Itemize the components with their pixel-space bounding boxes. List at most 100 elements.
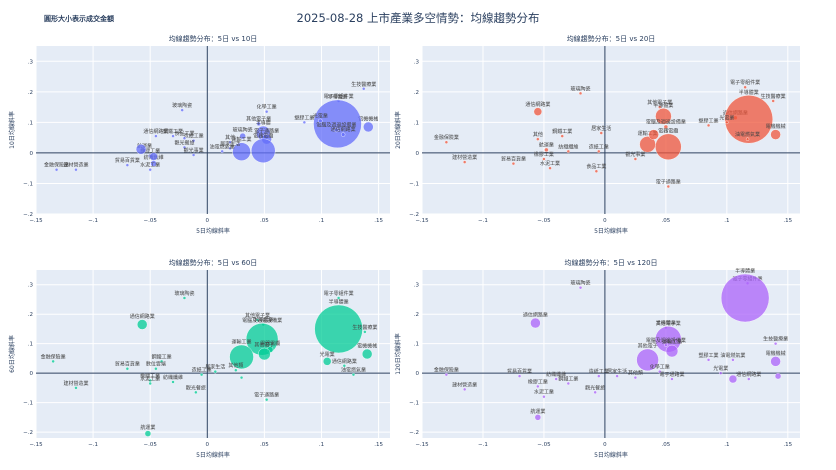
data-point[interactable] xyxy=(220,149,224,154)
data-point[interactable] xyxy=(74,386,78,390)
data-point[interactable] xyxy=(706,358,711,362)
data-point[interactable] xyxy=(125,163,130,167)
data-point[interactable] xyxy=(314,304,363,354)
data-point[interactable] xyxy=(665,344,679,358)
data-point[interactable] xyxy=(255,318,260,322)
data-point[interactable] xyxy=(340,132,346,137)
data-point[interactable] xyxy=(747,377,751,381)
data-point[interactable] xyxy=(724,95,773,144)
data-point[interactable] xyxy=(251,138,276,163)
data-point[interactable] xyxy=(719,371,723,375)
data-point[interactable] xyxy=(663,124,669,130)
data-point[interactable] xyxy=(318,118,323,124)
data-point[interactable] xyxy=(444,140,449,144)
data-point[interactable] xyxy=(655,108,672,125)
data-point[interactable] xyxy=(664,343,668,347)
data-point[interactable] xyxy=(51,359,55,364)
data-point[interactable] xyxy=(213,369,217,374)
data-point[interactable] xyxy=(658,369,662,374)
data-point[interactable] xyxy=(256,121,261,127)
data-point[interactable] xyxy=(159,359,164,364)
data-point[interactable] xyxy=(180,108,184,112)
data-point[interactable] xyxy=(593,390,597,395)
data-point[interactable] xyxy=(706,123,711,128)
data-point[interactable] xyxy=(773,341,778,346)
data-point[interactable] xyxy=(54,168,59,172)
data-point[interactable] xyxy=(655,133,682,161)
data-point[interactable] xyxy=(725,120,729,125)
data-point[interactable] xyxy=(191,153,196,157)
data-point[interactable] xyxy=(74,168,78,172)
data-point[interactable] xyxy=(599,131,603,135)
data-point[interactable] xyxy=(264,397,269,402)
data-point[interactable] xyxy=(229,344,254,370)
data-point[interactable] xyxy=(149,152,158,161)
data-point[interactable] xyxy=(258,347,271,361)
data-point[interactable] xyxy=(578,91,583,96)
data-point[interactable] xyxy=(597,149,601,154)
data-point[interactable] xyxy=(194,390,198,395)
data-point[interactable] xyxy=(745,137,750,141)
data-point[interactable] xyxy=(154,134,158,138)
data-point[interactable] xyxy=(239,375,244,380)
data-point[interactable] xyxy=(234,368,238,372)
data-point[interactable] xyxy=(544,147,549,153)
data-point[interactable] xyxy=(239,132,246,140)
data-point[interactable] xyxy=(232,142,251,161)
data-point[interactable] xyxy=(517,374,522,378)
data-point[interactable] xyxy=(351,372,356,377)
data-point[interactable] xyxy=(136,319,148,330)
data-point[interactable] xyxy=(536,137,540,141)
data-point[interactable] xyxy=(670,377,674,381)
data-point[interactable] xyxy=(322,357,332,366)
data-point[interactable] xyxy=(720,273,770,323)
data-point[interactable] xyxy=(144,430,152,437)
data-point[interactable] xyxy=(182,296,187,300)
data-point[interactable] xyxy=(533,107,543,116)
data-point[interactable] xyxy=(560,134,564,138)
data-point[interactable] xyxy=(770,356,781,367)
data-point[interactable] xyxy=(594,169,599,173)
data-point[interactable] xyxy=(615,374,619,378)
data-point[interactable] xyxy=(182,145,187,150)
data-point[interactable] xyxy=(597,374,601,378)
data-point[interactable] xyxy=(774,372,782,380)
data-point[interactable] xyxy=(362,87,366,91)
data-point[interactable] xyxy=(548,166,552,170)
data-point[interactable] xyxy=(462,160,467,164)
data-point[interactable] xyxy=(633,375,638,380)
data-point[interactable] xyxy=(658,105,662,109)
data-point[interactable] xyxy=(731,358,735,362)
data-point[interactable] xyxy=(530,317,541,329)
data-point[interactable] xyxy=(578,285,583,290)
data-point[interactable] xyxy=(171,380,175,384)
data-point[interactable] xyxy=(135,144,147,155)
data-point[interactable] xyxy=(636,348,659,372)
data-point[interactable] xyxy=(639,136,656,153)
data-point[interactable] xyxy=(148,168,152,172)
data-point[interactable] xyxy=(534,414,542,421)
data-point[interactable] xyxy=(771,99,775,103)
data-point[interactable] xyxy=(334,127,339,133)
data-point[interactable] xyxy=(542,395,546,399)
data-point[interactable] xyxy=(342,364,347,368)
data-point[interactable] xyxy=(554,377,558,381)
data-point[interactable] xyxy=(444,372,449,377)
data-point[interactable] xyxy=(363,121,374,133)
data-point[interactable] xyxy=(648,129,659,140)
data-point[interactable] xyxy=(148,381,152,386)
data-point[interactable] xyxy=(199,372,204,377)
data-point[interactable] xyxy=(511,161,516,166)
data-point[interactable] xyxy=(566,381,571,386)
data-point[interactable] xyxy=(542,157,546,161)
data-point[interactable] xyxy=(566,149,571,154)
data-point[interactable] xyxy=(770,129,781,140)
data-point[interactable] xyxy=(666,184,671,189)
data-point[interactable] xyxy=(363,330,367,334)
data-point[interactable] xyxy=(191,138,196,143)
data-point[interactable] xyxy=(361,348,373,360)
data-point[interactable] xyxy=(228,140,232,144)
data-point[interactable] xyxy=(154,367,158,371)
data-point[interactable] xyxy=(182,136,187,140)
data-point[interactable] xyxy=(313,99,362,149)
